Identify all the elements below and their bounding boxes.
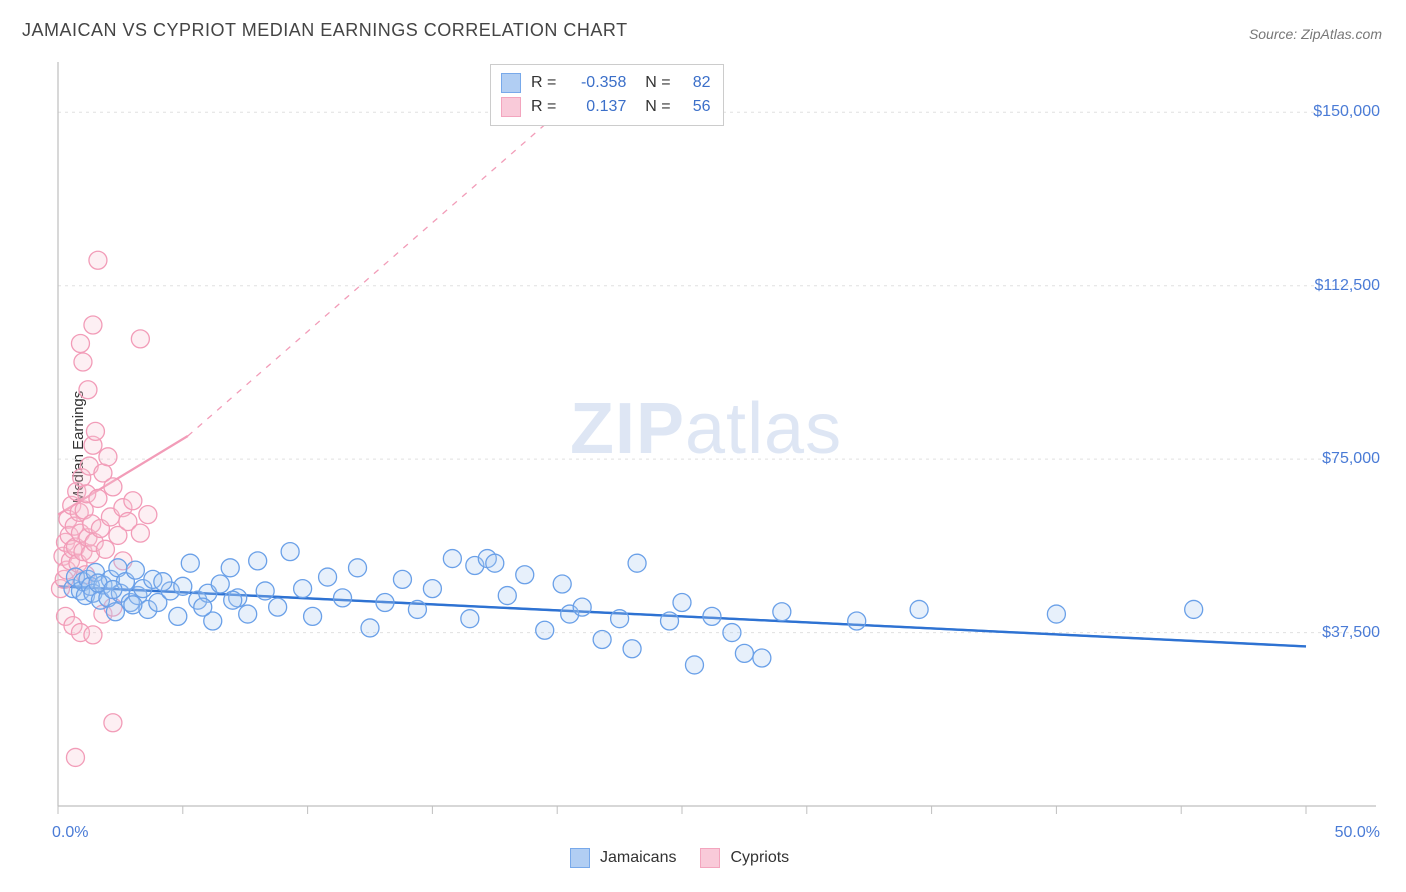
r-value: 0.137 — [566, 95, 626, 119]
y-tick-label: $37,500 — [1322, 624, 1380, 642]
y-tick-label: $112,500 — [1314, 277, 1380, 295]
legend-label: Cypriots — [730, 846, 789, 870]
legend-swatch — [501, 73, 521, 93]
r-label: R = — [531, 71, 556, 95]
r-value: -0.358 — [566, 71, 626, 95]
chart-title: JAMAICAN VS CYPRIOT MEDIAN EARNINGS CORR… — [22, 20, 628, 41]
n-value: 56 — [681, 95, 711, 119]
scatter-svg — [50, 58, 1386, 886]
n-value: 82 — [681, 71, 711, 95]
stats-legend-row: R = -0.358 N = 82 — [501, 71, 711, 95]
n-label: N = — [636, 95, 670, 119]
stats-legend-row: R = 0.137 N = 56 — [501, 95, 711, 119]
stats-legend: R = -0.358 N = 82 R = 0.137 N = 56 — [490, 64, 724, 126]
footer-legend-item: Jamaicans — [570, 846, 676, 870]
x-max-label: 50.0% — [1335, 824, 1380, 842]
r-label: R = — [531, 95, 556, 119]
footer-legend-item: Cypriots — [700, 846, 789, 870]
legend-label: Jamaicans — [600, 846, 676, 870]
y-tick-label: $150,000 — [1313, 103, 1380, 121]
y-tick-label: $75,000 — [1322, 450, 1380, 468]
legend-swatch — [700, 848, 720, 868]
legend-swatch — [501, 97, 521, 117]
n-label: N = — [636, 71, 670, 95]
series-legend: Jamaicans Cypriots — [570, 846, 789, 870]
plot-area: Median Earnings ZIPatlas R =-0.358 N =82… — [50, 58, 1386, 836]
legend-swatch — [570, 848, 590, 868]
source-label: Source: ZipAtlas.com — [1249, 26, 1382, 42]
x-min-label: 0.0% — [52, 824, 88, 842]
